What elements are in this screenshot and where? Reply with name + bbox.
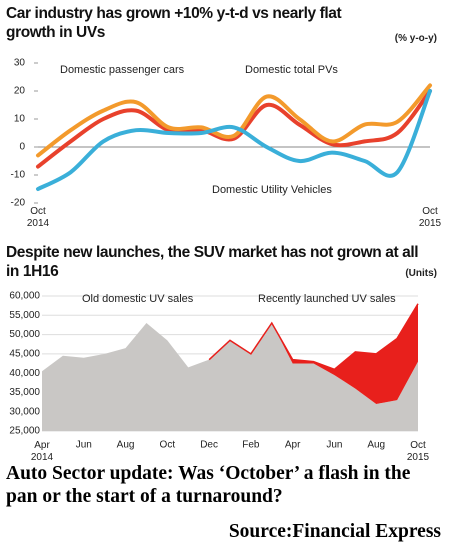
area xyxy=(42,323,418,431)
y-tick-label: 35,000 xyxy=(9,387,40,398)
y-tick-label: 30 xyxy=(14,58,26,69)
x-tick-label: Jun xyxy=(76,440,92,451)
chart-title: Despite new launches, the SUV market has… xyxy=(6,244,419,280)
stacked-area xyxy=(209,303,418,404)
source: Source:Financial Express xyxy=(228,521,441,542)
y-tick-label: 30,000 xyxy=(9,406,40,417)
line xyxy=(36,89,432,191)
line xyxy=(36,89,432,169)
x-tick-label: Aug xyxy=(117,440,135,451)
series-label: Old domestic UV sales xyxy=(82,293,194,305)
x-tick-label: Jun xyxy=(326,440,342,451)
unit-label: (% y-o-y) xyxy=(394,33,437,44)
x-tick-label: Dec xyxy=(200,440,218,451)
x-tick-label: Oct 2015 xyxy=(407,440,430,463)
y-tick-label: 50,000 xyxy=(9,329,40,340)
y-tick-label: 20 xyxy=(14,86,26,97)
caption: Auto Sector update: Was ‘October’ a flas… xyxy=(6,463,411,507)
y-tick-label: -20 xyxy=(11,198,26,209)
y-tick-label: -10 xyxy=(11,170,26,181)
x-tick-label: Aug xyxy=(367,440,385,451)
y-tick-label: 25,000 xyxy=(9,426,40,437)
x-tick-label: Feb xyxy=(242,440,260,451)
y-tick-label: 55,000 xyxy=(9,310,40,321)
chart: -20 -10 0 10 20 30 Oct 2014 Oct 2015 Domestic pass… xyxy=(11,58,442,229)
y-tick-label: 40,000 xyxy=(9,368,40,379)
y-tick-label: 60,000 xyxy=(9,291,40,302)
series-label: Recently launched UV sales xyxy=(258,293,396,305)
x-tick-label: Oct 2015 xyxy=(419,206,442,229)
y-tick-label: 0 xyxy=(19,142,25,153)
stacked-area-edge xyxy=(208,303,419,371)
series-label: Domestic total PVs xyxy=(245,64,338,76)
unit-label: (Units) xyxy=(405,268,437,279)
x-tick-label: Apr xyxy=(285,440,301,451)
x-tick-label: Oct xyxy=(160,440,176,451)
series-label: Domestic Utility Vehicles xyxy=(212,184,332,196)
series-label: Domestic passenger cars xyxy=(60,64,185,76)
chart-title: Car industry has grown +10% y-t-d vs nea… xyxy=(6,5,342,41)
x-tick-label: Apr 2014 xyxy=(31,440,54,463)
chart: 25,000 30,000 35,000 40,000 45,000 50,000 55,0… xyxy=(9,291,430,463)
y-tick-label: 10 xyxy=(14,114,26,125)
y-tick-label: 45,000 xyxy=(9,348,40,359)
x-tick-label: Oct 2014 xyxy=(27,206,50,229)
line xyxy=(36,83,432,158)
